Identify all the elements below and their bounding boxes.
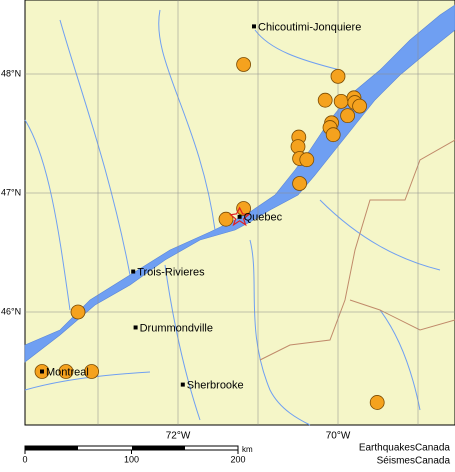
city-marker xyxy=(131,269,136,274)
river xyxy=(254,29,341,71)
scale-bar-segment xyxy=(25,446,78,450)
boundaries xyxy=(259,139,455,361)
city-label: Sherbrooke xyxy=(187,379,244,391)
city-label: Drummondville xyxy=(140,322,213,334)
lat-label: 47°N xyxy=(1,187,21,197)
earthquake xyxy=(352,98,368,114)
earthquake xyxy=(340,108,356,124)
river xyxy=(379,309,421,411)
scale-label: 200 xyxy=(230,454,245,464)
earthquake xyxy=(292,176,308,191)
earthquake xyxy=(84,364,99,379)
lat-label: 46°N xyxy=(1,306,21,316)
boundary xyxy=(259,139,455,361)
earthquake xyxy=(70,304,86,320)
city-marker xyxy=(40,369,44,374)
river xyxy=(59,19,131,276)
river xyxy=(319,199,441,271)
scale-bar-segment xyxy=(132,446,185,450)
earthquake xyxy=(218,211,234,227)
river xyxy=(164,264,201,421)
city-marker xyxy=(180,382,185,387)
city-label: Trois-Rivieres xyxy=(137,266,205,278)
scale-unit: km xyxy=(242,445,253,454)
boundary xyxy=(349,299,455,331)
lat-label: 48°N xyxy=(1,68,21,78)
lon-label: 72°W xyxy=(166,431,191,442)
earthquake xyxy=(333,93,349,109)
city-marker xyxy=(252,24,256,29)
earthquake xyxy=(236,201,252,216)
city-label: Chicoutimi-Jonquiere xyxy=(258,21,361,33)
earthquake xyxy=(330,68,346,84)
epicentre-star xyxy=(229,206,251,227)
map: 46°N 47°N 48°N 72°W 70°W Chicoutimi-Jonquier… xyxy=(1,0,455,442)
earthquake xyxy=(236,57,252,72)
credit: EarthquakesCanada xyxy=(359,443,451,454)
scale-label: 0 xyxy=(22,454,27,464)
credit: SéismesCanada xyxy=(377,456,451,467)
scale-label: 100 xyxy=(124,454,139,464)
earthquake xyxy=(299,152,315,168)
city-marker xyxy=(237,214,242,219)
city-label: Montreal xyxy=(46,366,89,378)
rivers xyxy=(24,9,441,426)
city-marker xyxy=(133,325,138,330)
river xyxy=(24,119,71,311)
earthquake xyxy=(325,127,341,143)
earthquake xyxy=(58,364,74,379)
earthquake xyxy=(369,395,385,410)
earthquake xyxy=(317,92,333,108)
river xyxy=(249,239,311,426)
city-label: Quebec xyxy=(244,212,283,224)
lon-label: 70°W xyxy=(326,431,351,442)
river xyxy=(24,371,151,391)
